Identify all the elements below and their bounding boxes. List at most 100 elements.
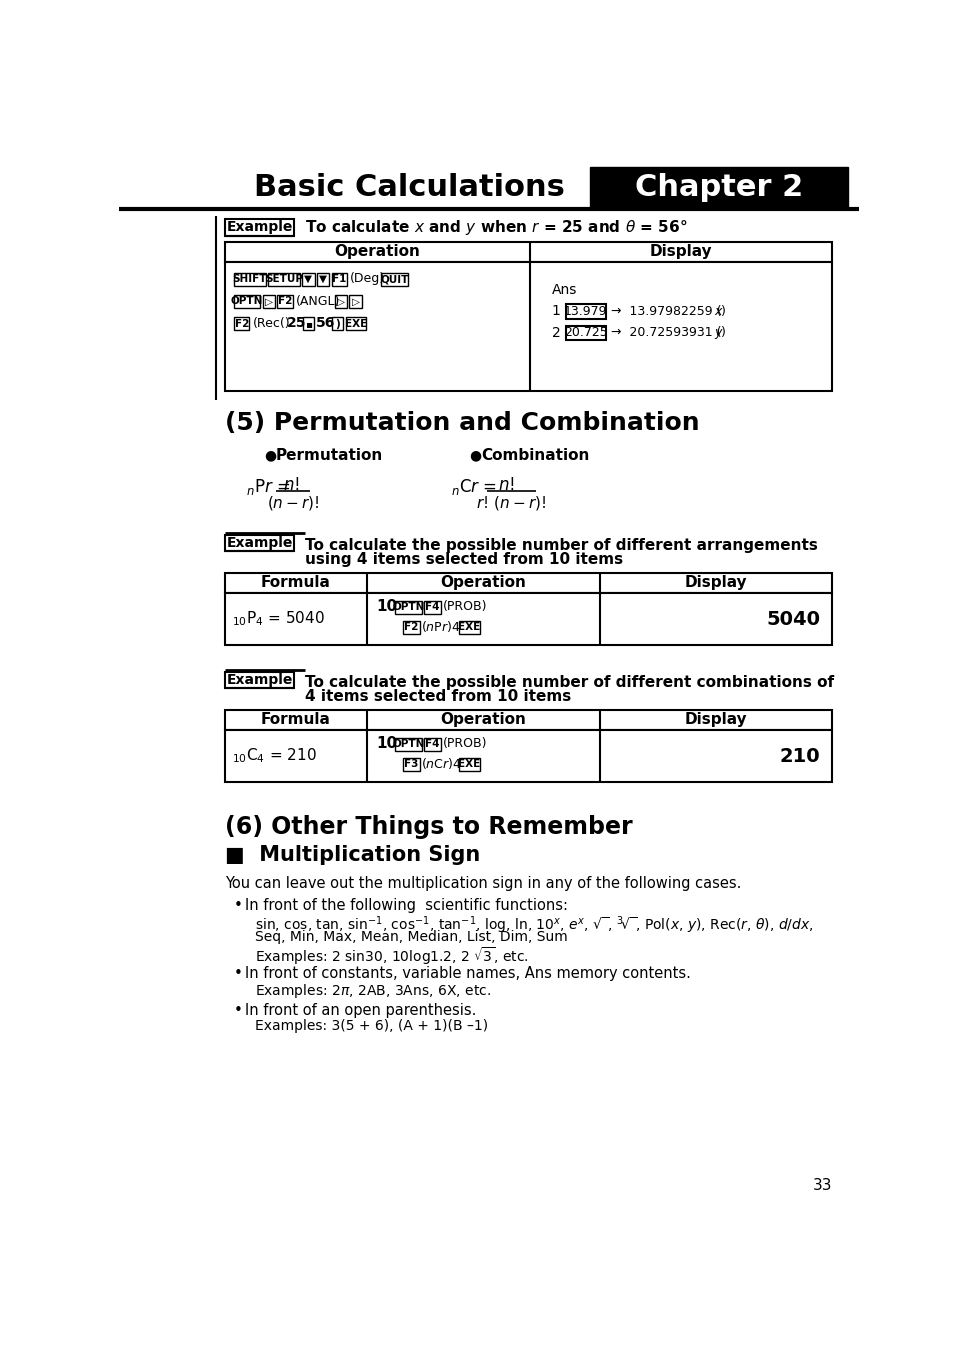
Text: Formula: Formula xyxy=(261,713,331,728)
Text: F4: F4 xyxy=(425,740,439,749)
Bar xyxy=(224,672,294,688)
Text: EXE: EXE xyxy=(458,759,480,770)
Text: $(n - r)!$: $(n - r)!$ xyxy=(267,494,318,511)
Text: ): ) xyxy=(720,326,725,339)
Text: EXE: EXE xyxy=(458,622,480,632)
Text: ): ) xyxy=(335,318,340,329)
Text: 10: 10 xyxy=(376,600,397,615)
Text: $_{10}$P$_4$ = 5040: $_{10}$P$_4$ = 5040 xyxy=(233,609,325,628)
Bar xyxy=(423,737,440,751)
Bar xyxy=(224,242,831,261)
Text: (Deg): (Deg) xyxy=(350,272,385,286)
Text: $_n\mathrm{P}r$ =: $_n\mathrm{P}r$ = xyxy=(245,476,290,496)
Text: SETUP: SETUP xyxy=(265,275,303,284)
Bar xyxy=(402,620,419,634)
Text: $n!$: $n!$ xyxy=(283,476,299,494)
Bar xyxy=(277,295,293,307)
Bar xyxy=(335,295,347,307)
Bar xyxy=(458,620,480,634)
Text: OPTN: OPTN xyxy=(392,602,424,612)
Text: ($n$C$r$)4: ($n$C$r$)4 xyxy=(421,756,462,771)
Text: Display: Display xyxy=(684,575,746,590)
Text: EXE: EXE xyxy=(345,318,367,329)
Text: F3: F3 xyxy=(404,759,418,770)
Text: F2: F2 xyxy=(234,318,249,329)
Text: F2: F2 xyxy=(277,296,292,306)
Text: Example: Example xyxy=(226,220,293,234)
Bar xyxy=(233,272,266,286)
Bar xyxy=(458,758,480,771)
Text: (PROB): (PROB) xyxy=(442,600,486,613)
Bar xyxy=(565,325,605,340)
Text: $_{10}$C$_4$ = 210: $_{10}$C$_4$ = 210 xyxy=(233,747,316,766)
Text: You can leave out the multiplication sign in any of the following cases.: You can leave out the multiplication sig… xyxy=(224,876,740,891)
Text: (ANGL): (ANGL) xyxy=(295,295,340,307)
Text: To calculate the possible number of different combinations of: To calculate the possible number of diff… xyxy=(305,676,834,691)
Text: →  13.97982259 (: → 13.97982259 ( xyxy=(610,305,720,317)
Bar xyxy=(303,317,314,330)
Bar xyxy=(565,305,605,318)
Text: To calculate $x$ and $y$ when $r$ = 25 and $\theta$ = 56°: To calculate $x$ and $y$ when $r$ = 25 a… xyxy=(305,218,687,237)
Text: In front of the following  scientific functions:: In front of the following scientific fun… xyxy=(245,898,567,913)
Text: $_n\mathrm{C}r$ =: $_n\mathrm{C}r$ = xyxy=(451,476,497,496)
Text: ▷: ▷ xyxy=(352,296,359,306)
Text: ●: ● xyxy=(264,447,276,462)
Bar xyxy=(349,295,361,307)
Bar xyxy=(233,295,260,307)
Text: 20.725: 20.725 xyxy=(563,326,607,339)
Text: ▪: ▪ xyxy=(305,318,312,329)
Bar xyxy=(395,737,421,751)
Text: To calculate the possible number of different arrangements: To calculate the possible number of diff… xyxy=(305,539,818,554)
Bar xyxy=(224,710,831,730)
Text: 2: 2 xyxy=(551,325,559,340)
Text: (Rec(): (Rec() xyxy=(253,317,290,330)
Text: y: y xyxy=(714,326,721,339)
Text: Examples: 3(5 + 6), (A + 1)(B –1): Examples: 3(5 + 6), (A + 1)(B –1) xyxy=(254,1020,488,1034)
Text: ▼: ▼ xyxy=(318,275,327,284)
Bar xyxy=(224,534,294,551)
Text: 25: 25 xyxy=(286,317,306,330)
Text: ▼: ▼ xyxy=(304,275,312,284)
Text: ■  Multiplication Sign: ■ Multiplication Sign xyxy=(224,846,479,865)
Text: •: • xyxy=(233,898,243,913)
Text: 210: 210 xyxy=(780,747,820,766)
Text: (5) Permutation and Combination: (5) Permutation and Combination xyxy=(224,411,699,435)
Bar xyxy=(395,601,421,613)
Text: 4 items selected from 10 items: 4 items selected from 10 items xyxy=(305,690,571,704)
Text: F2: F2 xyxy=(404,622,418,632)
Text: (PROB): (PROB) xyxy=(442,737,486,751)
Bar xyxy=(224,593,831,645)
Text: Chapter 2: Chapter 2 xyxy=(635,173,802,201)
Text: sin, cos, tan, sin$^{-1}$, cos$^{-1}$, tan$^{-1}$, log, ln, 10$^x$, $e^x$, $\sqr: sin, cos, tan, sin$^{-1}$, cos$^{-1}$, t… xyxy=(254,915,813,936)
Bar xyxy=(268,272,299,286)
Text: Combination: Combination xyxy=(480,447,589,464)
Text: Example: Example xyxy=(226,536,293,549)
Text: Ans: Ans xyxy=(551,283,577,298)
Text: In front of constants, variable names, Ans memory contents.: In front of constants, variable names, A… xyxy=(245,966,690,981)
Text: Basic Calculations: Basic Calculations xyxy=(253,173,564,203)
Text: (6) Other Things to Remember: (6) Other Things to Remember xyxy=(224,815,632,839)
Text: x: x xyxy=(714,305,721,317)
Bar xyxy=(402,758,419,771)
Bar xyxy=(233,317,249,330)
Text: using 4 items selected from 10 items: using 4 items selected from 10 items xyxy=(305,552,622,567)
Text: Example: Example xyxy=(226,673,293,687)
Text: SHIFT: SHIFT xyxy=(233,275,267,284)
Text: Display: Display xyxy=(684,713,746,728)
Bar xyxy=(224,573,831,593)
Text: OPTN: OPTN xyxy=(231,296,263,306)
Text: •: • xyxy=(233,966,243,981)
Text: Formula: Formula xyxy=(261,575,331,590)
Text: 10: 10 xyxy=(376,736,397,751)
Text: F1: F1 xyxy=(332,275,346,284)
Bar xyxy=(590,167,847,207)
Text: $n!$: $n!$ xyxy=(497,476,515,494)
Text: Examples: 2$\pi$, 2AB, 3Ans, 6X, etc.: Examples: 2$\pi$, 2AB, 3Ans, 6X, etc. xyxy=(254,982,491,1001)
Text: 1: 1 xyxy=(551,305,560,318)
Text: In front of an open parenthesis.: In front of an open parenthesis. xyxy=(245,1002,476,1017)
Text: Examples: 2 sin30, 10log1.2, 2 $\sqrt{3}$, etc.: Examples: 2 sin30, 10log1.2, 2 $\sqrt{3}… xyxy=(254,945,528,967)
Text: 13.979: 13.979 xyxy=(563,305,607,317)
Text: Permutation: Permutation xyxy=(275,447,383,464)
Bar xyxy=(345,317,366,330)
Text: •: • xyxy=(233,1002,243,1017)
